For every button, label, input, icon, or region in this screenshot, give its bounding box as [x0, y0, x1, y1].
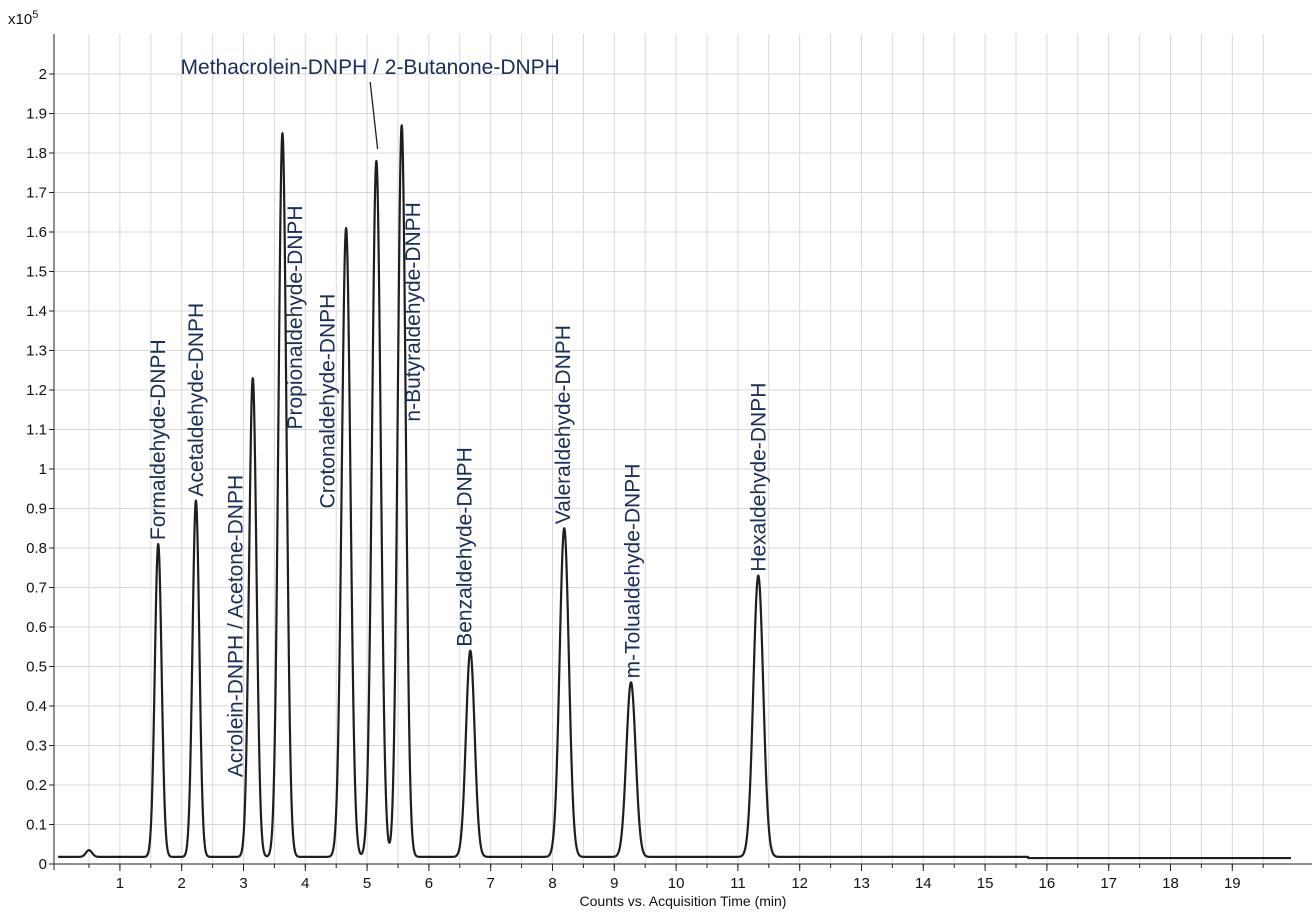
y-tick-label: 1.2	[26, 382, 47, 399]
y-tick-label: 1.8	[26, 145, 47, 162]
x-tick-label: 9	[610, 875, 618, 892]
y-tick-label: 0.8	[26, 540, 47, 557]
peak-label: n-Butyraldehyde-DNPH	[402, 202, 425, 421]
x-tick-label: 14	[915, 875, 932, 892]
x-axis-title: Counts vs. Acquisition Time (min)	[580, 893, 787, 909]
y-tick-label: 1.4	[26, 303, 47, 320]
grid	[54, 34, 1312, 864]
x-tick-label: 12	[791, 875, 808, 892]
peak-label: m-Tolualdehyde-DNPH	[622, 464, 645, 679]
peak-label: Acrolein-DNPH / Acetone-DNPH	[225, 475, 248, 777]
x-tick-label: 15	[977, 875, 994, 892]
y-tick-label: 0	[39, 856, 47, 873]
y-tick-label: 0.7	[26, 580, 47, 597]
peak-label: Acetaldehyde-DNPH	[185, 303, 208, 497]
peak-label: Formaldehyde-DNPH	[147, 339, 170, 540]
x-tick-label: 7	[487, 875, 495, 892]
y-tick-label: 0.4	[26, 698, 47, 715]
x-tick-label: 2	[178, 875, 186, 892]
x-tick-label: 5	[363, 875, 371, 892]
peak-label: Crotonaldehyde-DNPH	[317, 294, 340, 509]
y-tick-label: 1.6	[26, 224, 47, 241]
y-tick-label: 0.3	[26, 738, 47, 755]
x-tick-label: 11	[730, 875, 746, 892]
x-tick-label: 17	[1100, 875, 1117, 892]
y-tick-label: 0.5	[26, 659, 47, 676]
chromatogram-trace	[57, 124, 1292, 860]
x-tick-label: 19	[1224, 875, 1241, 892]
y-tick-label: 1	[39, 461, 47, 478]
y-tick-label: 1.5	[26, 264, 47, 281]
y-tick-label: 0.6	[26, 619, 47, 636]
y-multiplier-exponent: 5	[32, 9, 38, 21]
y-tick-label: 0.9	[26, 501, 47, 518]
y-tick-label: 2	[39, 66, 47, 83]
peak-labels: Formaldehyde-DNPH Acetaldehyde-DNPH Acrole…	[147, 56, 770, 777]
y-tick-label: 0.2	[26, 777, 47, 794]
x-tick-label: 13	[853, 875, 870, 892]
axes	[49, 34, 1312, 871]
peak-label: Propionaldehyde-DNPH	[284, 205, 307, 429]
y-tick-label: 1.1	[26, 422, 47, 439]
peak-label: Benzaldehyde-DNPH	[454, 447, 477, 647]
x-tick-label: 3	[239, 875, 247, 892]
x-tick-label: 16	[1039, 875, 1056, 892]
peak-label: Valeraldehyde-DNPH	[552, 325, 575, 524]
tick-labels: 0 0.1 0.2 0.3 0.4 0.5 0.6 0.7 0.8 0.9 1 1.1 1.2 1.3 1.…	[26, 66, 1241, 892]
y-multiplier-label: x105	[8, 9, 38, 28]
x-tick-label: 4	[301, 875, 309, 892]
peak-label-leader	[369, 81, 379, 150]
x-tick-label: 6	[425, 875, 433, 892]
y-tick-label: 1.9	[26, 106, 47, 123]
y-tick-label: 1.7	[26, 185, 47, 202]
peak-label: Hexaldehyde-DNPH	[747, 383, 770, 572]
x-tick-label: 10	[668, 875, 685, 892]
y-tick-label: 1.3	[26, 343, 47, 360]
peak-label: Methacrolein-DNPH / 2-Butanone-DNPH	[181, 56, 560, 79]
x-tick-label: 18	[1162, 875, 1179, 892]
y-multiplier-base: x10	[8, 11, 32, 28]
x-tick-label: 8	[548, 875, 556, 892]
y-tick-label: 0.1	[26, 817, 47, 834]
x-tick-label: 1	[116, 875, 124, 892]
